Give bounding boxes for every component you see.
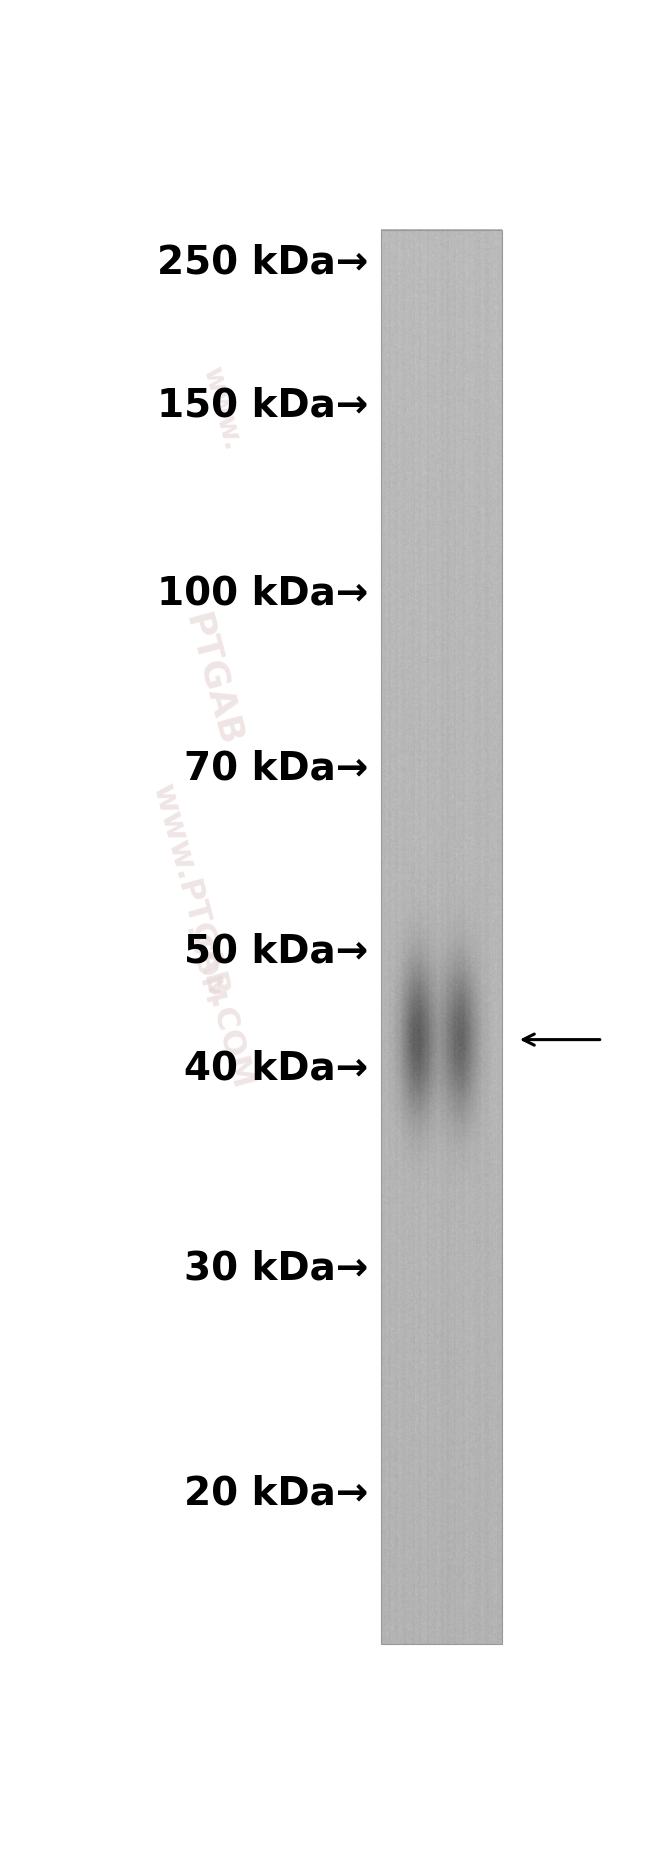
Text: 250 kDa→: 250 kDa→ bbox=[157, 243, 369, 282]
Text: 150 kDa→: 150 kDa→ bbox=[157, 386, 369, 425]
Text: 50 kDa→: 50 kDa→ bbox=[184, 931, 369, 970]
Bar bbox=[381, 230, 502, 1644]
Text: 20 kDa→: 20 kDa→ bbox=[184, 1475, 369, 1514]
Text: 30 kDa→: 30 kDa→ bbox=[184, 1248, 369, 1287]
Text: 70 kDa→: 70 kDa→ bbox=[184, 749, 369, 787]
Text: 100 kDa→: 100 kDa→ bbox=[157, 575, 369, 612]
Text: PTGAB: PTGAB bbox=[178, 610, 246, 749]
Text: www.: www. bbox=[198, 364, 247, 453]
Text: .COM: .COM bbox=[178, 922, 226, 1009]
Text: 40 kDa→: 40 kDa→ bbox=[184, 1050, 369, 1087]
Text: www.PTGAB.COM: www.PTGAB.COM bbox=[146, 781, 258, 1093]
